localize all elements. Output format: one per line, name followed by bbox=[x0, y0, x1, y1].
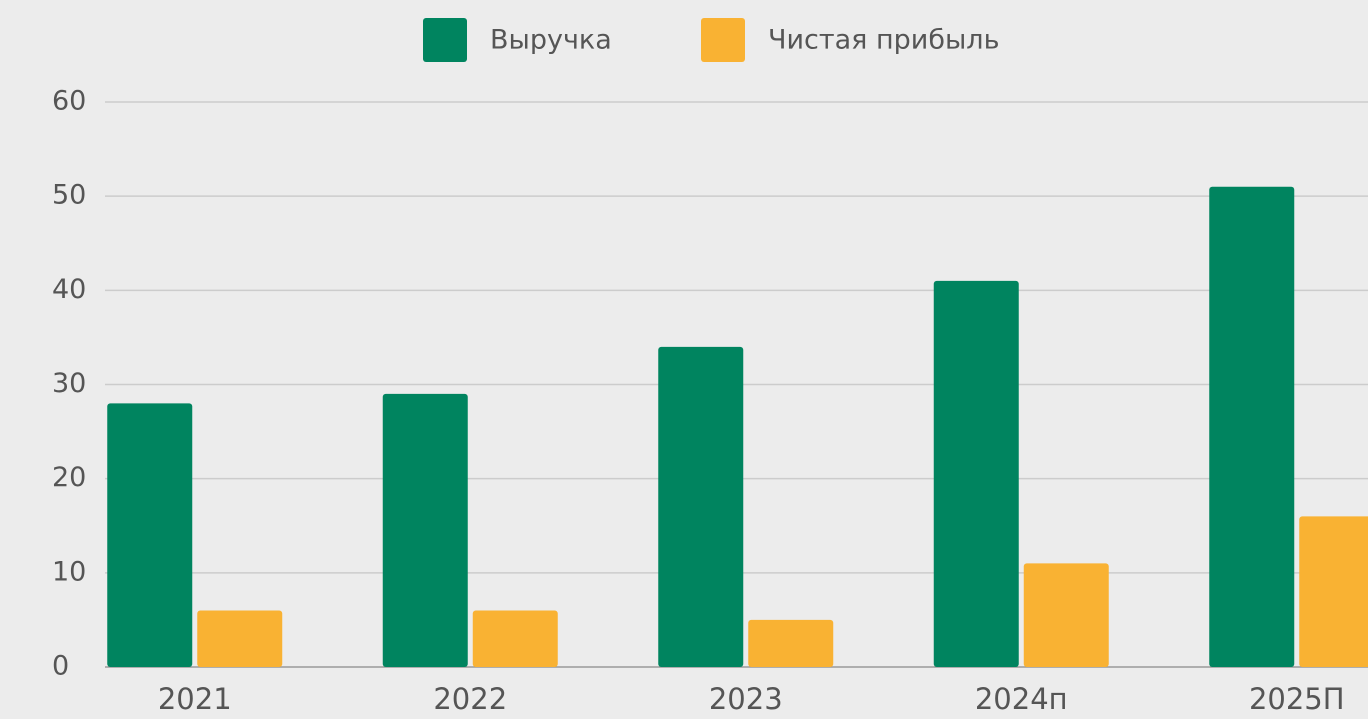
y-tick-label: 60 bbox=[52, 86, 86, 117]
legend-swatch bbox=[701, 18, 745, 62]
x-tick-label: 2022 bbox=[433, 682, 507, 716]
y-tick-label: 30 bbox=[52, 368, 86, 399]
y-tick-label: 40 bbox=[52, 274, 86, 305]
bar bbox=[1299, 516, 1368, 667]
bar bbox=[107, 403, 193, 667]
x-tick-label: 2025П bbox=[1249, 682, 1345, 716]
y-tick-label: 10 bbox=[52, 556, 86, 587]
y-tick-label: 50 bbox=[52, 180, 86, 211]
legend-swatch bbox=[423, 18, 467, 62]
x-tick-label: 2021 bbox=[158, 682, 232, 716]
y-tick-label: 0 bbox=[52, 651, 69, 682]
bar bbox=[1023, 563, 1109, 667]
bar bbox=[382, 393, 468, 667]
y-tick-label: 20 bbox=[52, 462, 86, 493]
bar bbox=[933, 280, 1019, 667]
x-tick-label: 2024п bbox=[975, 682, 1068, 716]
x-tick-label: 2023 bbox=[709, 682, 783, 716]
bar bbox=[748, 619, 834, 667]
bar bbox=[197, 610, 283, 667]
legend-label: Выручка bbox=[490, 25, 612, 56]
legend-label: Чистая прибыль bbox=[768, 25, 999, 56]
bar bbox=[472, 610, 558, 667]
bar bbox=[1209, 186, 1295, 667]
bar bbox=[658, 346, 744, 667]
